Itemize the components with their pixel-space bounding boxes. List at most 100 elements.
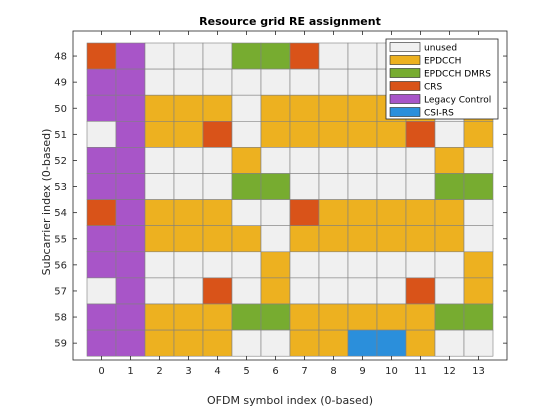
- grid-cell-53-2: [144, 173, 175, 200]
- x-axis-label: OFDM symbol index (0-based): [207, 394, 373, 407]
- grid-cell-48-0: [86, 42, 117, 70]
- grid-cell-57-2: [144, 277, 175, 305]
- grid-cell-58-10: [376, 303, 407, 331]
- grid-cell-54-3: [173, 199, 204, 227]
- grid-cell-53-12: [434, 173, 465, 200]
- grid-cell-57-5: [231, 277, 262, 305]
- grid-cell-56-6: [260, 251, 291, 279]
- y-tick-label: 48: [54, 52, 67, 63]
- grid-cell-57-7: [289, 277, 320, 305]
- grid-cell-54-2: [144, 199, 175, 227]
- x-tick-label: 11: [414, 366, 427, 377]
- grid-cell-52-11: [405, 147, 436, 174]
- grid-cell-49-0: [86, 68, 117, 96]
- grid-cell-53-3: [173, 173, 204, 200]
- x-tick-label: 10: [385, 366, 398, 377]
- grid-cell-52-0: [86, 147, 117, 174]
- grid-cell-53-4: [202, 173, 233, 200]
- x-tick-label: 8: [330, 366, 336, 377]
- grid-cell-50-4: [202, 94, 233, 122]
- x-tick-label: 13: [472, 366, 485, 377]
- grid-cell-52-7: [289, 147, 320, 174]
- grid-cell-57-4: [202, 277, 233, 305]
- axis-ticks: 0 1 2 3 4 5 6 7 8 9 10 11 12 134849505152535455565758…: [54, 31, 507, 377]
- grid-cell-59-11: [405, 329, 436, 357]
- grid-cell-58-3: [173, 303, 204, 331]
- legend-swatch-epdcch: [389, 55, 421, 65]
- grid-cell-55-4: [202, 225, 233, 253]
- grid-cell-55-13: [463, 225, 494, 253]
- grid-cell-48-3: [173, 42, 204, 70]
- grid-cell-51-4: [202, 121, 233, 148]
- grid-cell-49-1: [115, 68, 146, 96]
- grid-cell-48-8: [318, 42, 349, 70]
- grid-cell-53-5: [231, 173, 262, 200]
- grid-cell-51-9: [347, 121, 378, 148]
- x-tick-label: 5: [243, 366, 249, 377]
- legend-swatch-unused: [389, 42, 421, 52]
- grid-cell-56-8: [318, 251, 349, 279]
- grid-cell-52-1: [115, 147, 146, 174]
- grid-cell-48-9: [347, 42, 378, 70]
- grid-cell-53-8: [318, 173, 349, 200]
- grid-cell-57-3: [173, 277, 204, 305]
- grid-cell-49-2: [144, 68, 175, 96]
- grid-cell-49-6: [260, 68, 291, 96]
- grid-cell-54-10: [376, 199, 407, 227]
- grid-cell-57-12: [434, 277, 465, 305]
- grid-cell-49-8: [318, 68, 349, 96]
- grid-cell-59-6: [260, 329, 291, 357]
- grid-cell-56-9: [347, 251, 378, 279]
- grid-cell-51-6: [260, 121, 291, 148]
- x-tick-label: 6: [272, 366, 278, 377]
- grid-cell-57-13: [463, 277, 494, 305]
- grid-cell-53-13: [463, 173, 494, 200]
- legend-label-epdcch: EPDCCH: [424, 57, 461, 67]
- grid-cell-58-8: [318, 303, 349, 331]
- grid-cell-51-3: [173, 121, 204, 148]
- grid-cell-59-3: [173, 329, 204, 357]
- grid-cell-54-9: [347, 199, 378, 227]
- x-tick-label: 3: [185, 366, 191, 377]
- grid-cell-50-8: [318, 94, 349, 122]
- grid-cell-55-1: [115, 225, 146, 253]
- grid-cell-56-7: [289, 251, 320, 279]
- grid-cell-57-10: [376, 277, 407, 305]
- grid-cell-59-8: [318, 329, 349, 357]
- grid-cell-49-3: [173, 68, 204, 96]
- grid-cell-48-7: [289, 42, 320, 70]
- grid-cell-58-11: [405, 303, 436, 331]
- grid-cell-51-12: [434, 121, 465, 148]
- grid-cell-55-11: [405, 225, 436, 253]
- grid-cell-59-13: [463, 329, 494, 357]
- y-tick-label: 52: [54, 156, 67, 167]
- grid-cell-50-0: [86, 94, 117, 122]
- x-tick-label: 9: [359, 366, 365, 377]
- grid-cell-52-2: [144, 147, 175, 174]
- grid-cell-48-2: [144, 42, 175, 70]
- grid-cell-56-2: [144, 251, 175, 279]
- grid-cell-54-4: [202, 199, 233, 227]
- grid-cell-49-9: [347, 68, 378, 96]
- grid-cell-57-8: [318, 277, 349, 305]
- grid-cell-50-5: [231, 94, 262, 122]
- grid-cell-55-6: [260, 225, 291, 253]
- grid-cell-52-12: [434, 147, 465, 174]
- grid-cell-56-4: [202, 251, 233, 279]
- grid-cell-51-5: [231, 121, 262, 148]
- legend-label-unused: unused: [424, 44, 457, 54]
- grid-cell-55-9: [347, 225, 378, 253]
- grid-cell-58-2: [144, 303, 175, 331]
- grid-cell-52-6: [260, 147, 291, 174]
- grid-cell-51-0: [86, 121, 117, 148]
- grid-cell-58-6: [260, 303, 291, 331]
- grid-cell-58-12: [434, 303, 465, 331]
- grid-cell-49-7: [289, 68, 320, 96]
- grid-cell-50-1: [115, 94, 146, 122]
- grid-cell-53-0: [86, 173, 117, 200]
- y-tick-label: 50: [54, 104, 67, 115]
- grid-cell-58-9: [347, 303, 378, 331]
- grid-cell-54-1: [115, 199, 146, 227]
- grid-cell-53-7: [289, 173, 320, 200]
